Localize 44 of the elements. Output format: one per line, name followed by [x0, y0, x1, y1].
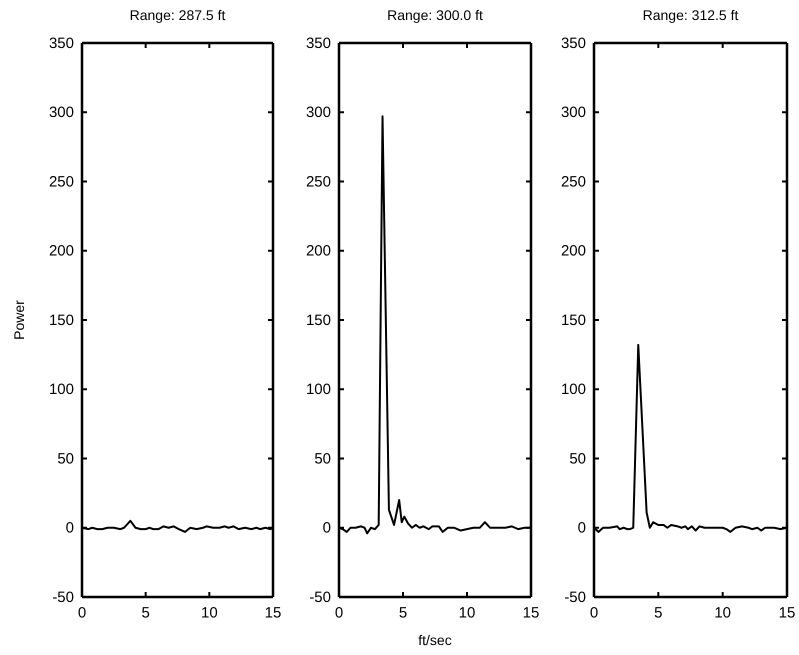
y-tick-label: 350	[560, 34, 586, 52]
y-tick-label: 250	[560, 173, 586, 190]
y-tick-label: 50	[314, 450, 331, 468]
y-tick-label: 150	[306, 312, 331, 329]
y-tick-label: 200	[560, 242, 586, 260]
y-tick-label: 100	[48, 381, 74, 398]
y-tick-label: 100	[306, 381, 331, 398]
y-tick-label: 0	[578, 520, 586, 537]
y-tick-label: 0	[66, 520, 74, 537]
y-tick-label: 250	[48, 173, 74, 190]
y-tick-label: 100	[560, 381, 586, 398]
x-tick-label: 10	[714, 604, 732, 622]
y-tick-label: 300	[48, 104, 74, 122]
x-tick-label: 15	[778, 604, 796, 622]
x-tick-label: 5	[654, 604, 663, 622]
y-tick-label: 0	[322, 520, 331, 537]
y-tick-label: 200	[306, 242, 331, 260]
x-tick-label: 0	[334, 604, 344, 622]
y-tick-label: 300	[560, 104, 586, 122]
chart-title: Range: 312.5 ft	[642, 7, 738, 23]
y-tick-label: 350	[48, 34, 74, 52]
y-tick-label: 200	[48, 242, 74, 260]
y-tick-label: 300	[306, 104, 331, 122]
x-tick-label: 0	[590, 604, 598, 622]
y-tick-label: -50	[564, 588, 586, 606]
y-tick-label: 50	[57, 450, 74, 468]
x-tick-label: 15	[522, 604, 540, 622]
y-tick-label: 50	[569, 450, 586, 468]
x-tick-label: 10	[458, 604, 476, 622]
chart-title: Range: 287.5 ft	[130, 7, 226, 23]
y-tick-label: -50	[52, 588, 74, 606]
y-tick-label: 250	[306, 173, 331, 190]
x-axis-title: ft/sec	[418, 632, 452, 648]
y-tick-label: 350	[306, 34, 331, 52]
y-tick-label: 150	[560, 312, 586, 329]
x-tick-label: 10	[200, 604, 218, 622]
y-axis-title: Power	[11, 300, 27, 340]
x-tick-label: 15	[264, 604, 282, 622]
chart-title: Range: 300.0 ft	[387, 7, 483, 23]
x-tick-label: 5	[398, 604, 408, 622]
x-tick-label: 5	[141, 604, 150, 622]
x-tick-label: 0	[78, 604, 86, 622]
y-tick-label: -50	[309, 588, 331, 606]
y-tick-label: 150	[48, 312, 74, 329]
